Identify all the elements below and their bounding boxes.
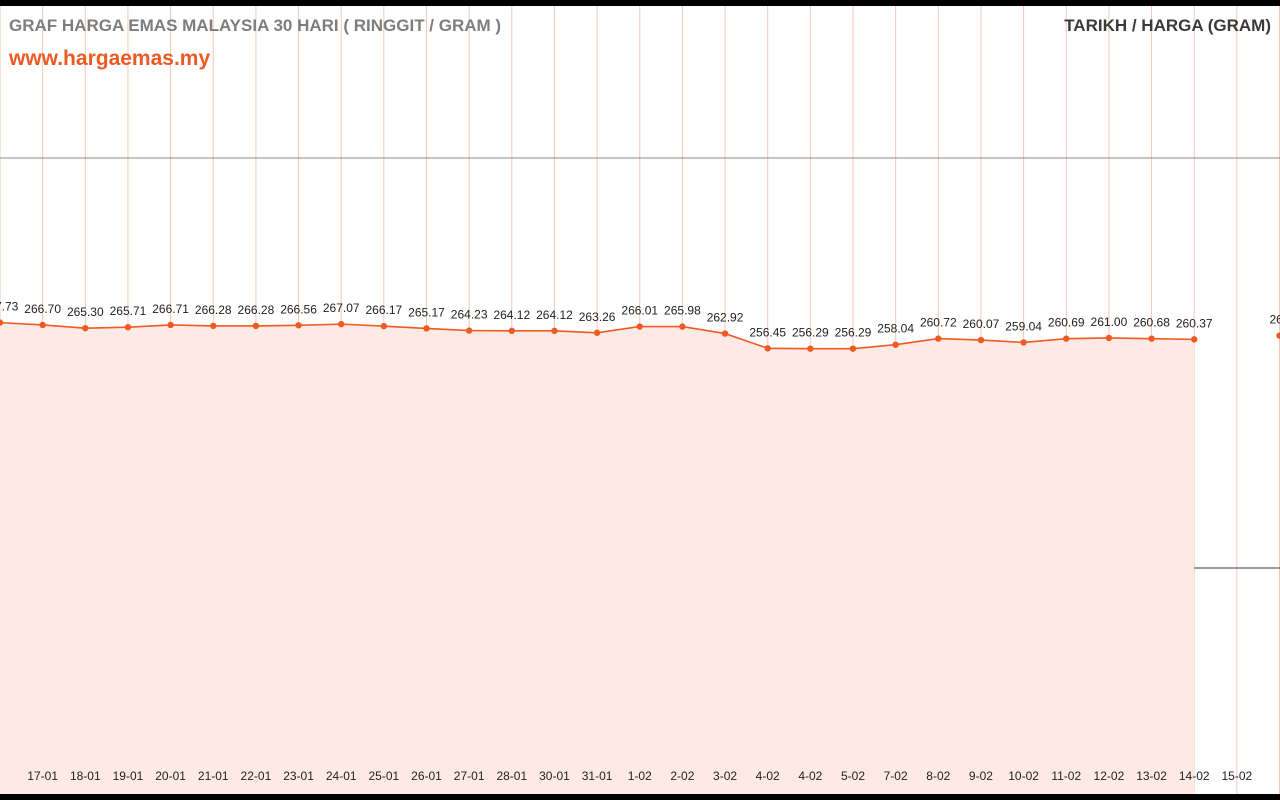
data-point-11 (465, 327, 473, 334)
data-point-25 (1063, 335, 1070, 342)
x-tick-labels: 17-01 18-01 19-01 20-01 21-01 22-01 23-01 24-01… (27, 769, 1252, 783)
value-label-30: 262 (1269, 313, 1280, 327)
data-point-0 (0, 319, 4, 326)
value-label-23: 260.07 (963, 317, 1000, 331)
x-tick-23: 9-02 (969, 769, 993, 783)
data-point-23 (977, 336, 985, 344)
data-point-15 (636, 323, 643, 330)
chart-title: GRAF HARGA EMAS MALAYSIA 30 HARI ( RINGG… (9, 16, 502, 35)
data-point-18 (764, 345, 771, 352)
x-tick-2: 18-01 (70, 769, 101, 783)
data-point-28 (1191, 336, 1198, 343)
x-tick-9: 25-01 (368, 769, 399, 783)
value-labels: 267.73 266.70 265.30 265.71 266.71 266.28 266.… (0, 300, 1280, 340)
value-label-11: 264.23 (451, 308, 488, 322)
x-tick-28: 14-02 (1179, 769, 1210, 783)
value-label-1: 266.70 (24, 302, 61, 316)
x-tick-5: 21-01 (198, 769, 229, 783)
value-label-24: 259.04 (1005, 319, 1042, 333)
value-label-4: 266.71 (152, 302, 189, 316)
x-tick-21: 7-02 (884, 769, 908, 783)
data-point-12 (508, 327, 515, 335)
data-point-19 (807, 345, 814, 352)
area-fill (0, 322, 1195, 794)
data-point-1 (39, 321, 46, 329)
data-point-30 (1276, 332, 1280, 339)
x-tick-17: 3-02 (713, 769, 737, 783)
value-label-17: 262.92 (707, 311, 744, 325)
chart-frame: 267.73 266.70 265.30 265.71 266.71 266.28 266.… (0, 6, 1280, 794)
value-label-5: 266.28 (195, 303, 232, 317)
x-tick-19: 4-02 (798, 769, 822, 783)
gold-price-chart: 267.73 266.70 265.30 265.71 266.71 266.28 266.… (0, 6, 1280, 794)
x-tick-26: 12-02 (1094, 769, 1125, 783)
value-label-3: 265.71 (110, 304, 147, 318)
data-point-10 (423, 325, 430, 332)
data-point-20 (849, 345, 857, 352)
value-label-25: 260.69 (1048, 316, 1085, 330)
value-label-0: 267.73 (0, 300, 19, 314)
value-label-14: 263.26 (579, 310, 616, 324)
data-point-2 (82, 324, 89, 332)
x-tick-4: 20-01 (155, 769, 186, 783)
data-point-6 (252, 322, 260, 330)
x-tick-15: 1-02 (628, 769, 652, 783)
value-label-16: 265.98 (664, 304, 701, 318)
data-point-13 (551, 327, 558, 335)
x-tick-6: 22-01 (241, 769, 272, 783)
x-tick-7: 23-01 (283, 769, 314, 783)
price-area (0, 322, 1195, 794)
value-label-8: 267.07 (323, 301, 360, 315)
data-point-26 (1105, 334, 1113, 342)
data-point-14 (593, 329, 601, 336)
value-label-6: 266.28 (238, 303, 275, 317)
data-point-5 (210, 322, 217, 330)
value-label-27: 260.68 (1133, 316, 1170, 330)
data-point-21 (892, 341, 899, 348)
x-tick-10: 26-01 (411, 769, 442, 783)
x-tick-1: 17-01 (27, 769, 58, 783)
x-tick-12: 28-01 (496, 769, 527, 783)
x-tick-13: 30-01 (539, 769, 570, 783)
x-tick-16: 2-02 (670, 769, 694, 783)
x-tick-25: 11-02 (1051, 769, 1081, 783)
value-label-9: 266.17 (365, 303, 402, 317)
value-label-19: 256.29 (792, 326, 829, 340)
data-point-16 (679, 323, 686, 330)
data-point-9 (380, 322, 388, 330)
x-tick-24: 10-02 (1008, 769, 1039, 783)
value-label-2: 265.30 (67, 305, 104, 319)
x-tick-11: 27-01 (454, 769, 485, 783)
data-point-4 (167, 321, 174, 329)
value-label-26: 261.00 (1091, 315, 1128, 329)
value-label-18: 256.45 (749, 325, 786, 339)
x-tick-27: 13-02 (1136, 769, 1167, 783)
data-point-3 (124, 324, 132, 331)
price-points (0, 319, 1280, 352)
value-label-21: 258.04 (877, 322, 914, 336)
value-label-13: 264.12 (536, 308, 573, 322)
value-label-10: 265.17 (408, 305, 445, 319)
data-point-7 (295, 322, 302, 329)
data-point-8 (338, 320, 345, 328)
axis-legend-title: TARIKH / HARGA (GRAM) (1064, 16, 1271, 35)
value-label-12: 264.12 (493, 308, 530, 322)
x-tick-22: 8-02 (926, 769, 950, 783)
x-tick-14: 31-01 (582, 769, 613, 783)
value-label-22: 260.72 (920, 316, 957, 330)
x-tick-3: 19-01 (113, 769, 144, 783)
data-point-27 (1148, 335, 1155, 342)
value-label-15: 266.01 (621, 304, 658, 318)
data-point-17 (721, 330, 729, 337)
x-tick-8: 24-01 (326, 769, 357, 783)
value-label-20: 256.29 (835, 326, 872, 340)
x-tick-29: 15-02 (1221, 769, 1252, 783)
data-point-24 (1020, 339, 1027, 346)
value-label-7: 266.56 (280, 302, 317, 316)
value-label-28: 260.37 (1176, 316, 1213, 330)
data-point-22 (935, 335, 942, 342)
site-link[interactable]: www.hargaemas.my (9, 47, 211, 70)
x-tick-20: 5-02 (841, 769, 865, 783)
x-tick-18: 4-02 (756, 769, 780, 783)
